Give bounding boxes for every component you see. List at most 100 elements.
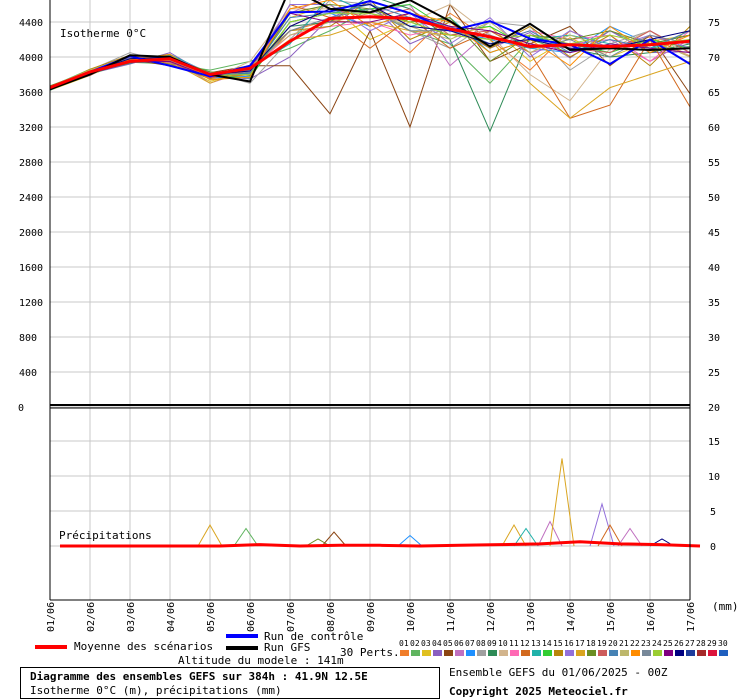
pert-legend-swatch — [609, 650, 618, 656]
control-legend-label: Run de contrôle — [264, 630, 364, 643]
x-date-label: 15/06 — [606, 602, 617, 632]
x-date-label: 12/06 — [486, 602, 497, 632]
precipitation-spike — [537, 520, 563, 547]
y-right-tick-label: 50 — [708, 193, 720, 204]
gfs-legend-line — [226, 646, 258, 650]
y-left-tick-label: 2400 — [19, 193, 43, 204]
precipitation-spike — [397, 534, 423, 547]
x-date-label: 17/06 — [686, 602, 697, 632]
pert-legend-number: 22 — [630, 639, 640, 648]
y-right-tick-label: 60 — [708, 123, 720, 134]
precipitation-spike — [549, 458, 575, 547]
precipitation-spike — [321, 531, 347, 547]
y-right-tick-label: 45 — [708, 228, 720, 239]
pert-legend-number: 13 — [531, 639, 541, 648]
x-date-label: 01/06 — [46, 602, 57, 632]
pert-legend-number: 16 — [564, 639, 574, 648]
pert-legend-swatch — [708, 650, 717, 656]
precipitation-spike — [513, 527, 539, 547]
y-right-tick-label: 35 — [708, 298, 720, 309]
pert-legend-swatch — [400, 650, 409, 656]
copyright: Copyright 2025 Meteociel.fr — [449, 685, 628, 698]
gfs-run-line — [49, 0, 691, 91]
x-date-label: 14/06 — [566, 602, 577, 632]
pert-legend-number: 21 — [619, 639, 629, 648]
pert-legend-swatch — [587, 650, 596, 656]
y-right-tick-label: 10 — [708, 472, 720, 483]
pert-legend-number: 18 — [586, 639, 596, 648]
axes — [49, 0, 691, 601]
control-run-line — [49, 0, 691, 91]
y-right-tick-label: 0 — [710, 542, 716, 553]
y-left-tick-label: 3200 — [19, 123, 43, 134]
perts-legend-label: 30 Perts. — [340, 646, 400, 659]
x-date-label: 05/06 — [206, 602, 217, 632]
y-right-tick-label: 5 — [710, 507, 716, 518]
pert-legend-number: 01 — [399, 639, 409, 648]
pert-legend-swatch — [532, 650, 541, 656]
y-left-tick-label: 3600 — [19, 88, 43, 99]
x-date-label: 02/06 — [86, 602, 97, 632]
pert-legend-swatch — [554, 650, 563, 656]
pert-legend-swatch — [719, 650, 728, 656]
pert-legend-swatch — [565, 650, 574, 656]
x-date-label: 09/06 — [366, 602, 377, 632]
x-date-label: 08/06 — [326, 602, 337, 632]
pert-legend-swatch — [576, 650, 585, 656]
y-left-tick-label: 4400 — [19, 18, 43, 29]
pert-legend-number: 25 — [663, 639, 673, 648]
x-date-label: 10/06 — [406, 602, 417, 632]
pert-legend-number: 30 — [718, 639, 728, 648]
mean-precipitation-line — [60, 540, 701, 548]
x-date-label: 16/06 — [646, 602, 657, 632]
footer-title: Diagramme des ensembles GEFS sur 384h : … — [30, 670, 368, 683]
pert-legend-number: 04 — [432, 639, 442, 648]
run-info: Ensemble GEFS du 01/06/2025 - 00Z — [449, 666, 668, 679]
pert-legend-number: 03 — [421, 639, 431, 648]
precipitation-series-layer — [60, 458, 701, 548]
pert-legend-swatch — [510, 650, 519, 656]
x-unit-label: (mm) — [712, 600, 739, 613]
pert-legend-number: 23 — [641, 639, 651, 648]
y-right-tick-label: 20 — [708, 403, 720, 414]
mean-legend-line — [35, 645, 67, 649]
perturbation-line — [49, 3, 691, 89]
control-legend-line — [226, 634, 258, 638]
pert-legend-swatch — [411, 650, 420, 656]
pert-legend-swatch — [488, 650, 497, 656]
pert-legend-swatch — [642, 650, 651, 656]
y-left-tick-label: 2800 — [19, 158, 43, 169]
precipitation-spike — [589, 502, 615, 547]
pert-legend-number: 02 — [410, 639, 420, 648]
isotherm-title: Isotherme 0°C — [60, 27, 147, 40]
precipitation-title: Précipitations — [59, 529, 152, 542]
y-right-tick-label: 25 — [708, 368, 720, 379]
pert-legend-swatch — [675, 650, 684, 656]
y-right-tick-label: 75 — [708, 18, 720, 29]
pert-legend-number: 07 — [465, 639, 475, 648]
pert-legend-number: 27 — [685, 639, 695, 648]
y-right-tick-label: 55 — [708, 158, 720, 169]
precipitation-spike — [501, 523, 527, 547]
pert-legend-swatch — [433, 650, 442, 656]
y-left-tick-label: 4000 — [19, 53, 43, 64]
y-left-tick-label: 0 — [18, 403, 24, 414]
pert-legend-swatch — [620, 650, 629, 656]
pert-legend-number: 14 — [542, 639, 552, 648]
y-right-tick-label: 30 — [708, 333, 720, 344]
pert-legend-swatch — [697, 650, 706, 656]
tick-labels: 4400400036003200280024002000160012008004… — [18, 18, 720, 632]
y-right-tick-label: 40 — [708, 263, 720, 274]
pert-legend-swatch — [653, 650, 662, 656]
pert-legend-swatch — [543, 650, 552, 656]
pert-legend-number: 17 — [575, 639, 585, 648]
pert-legend-number: 11 — [509, 639, 519, 648]
pert-legend-number: 29 — [707, 639, 717, 648]
y-left-tick-label: 2000 — [19, 228, 43, 239]
pert-legend-swatch — [521, 650, 530, 656]
x-date-label: 04/06 — [166, 602, 177, 632]
precipitation-spike — [233, 527, 259, 547]
precipitation-spike — [305, 538, 331, 547]
x-date-label: 07/06 — [286, 602, 297, 632]
